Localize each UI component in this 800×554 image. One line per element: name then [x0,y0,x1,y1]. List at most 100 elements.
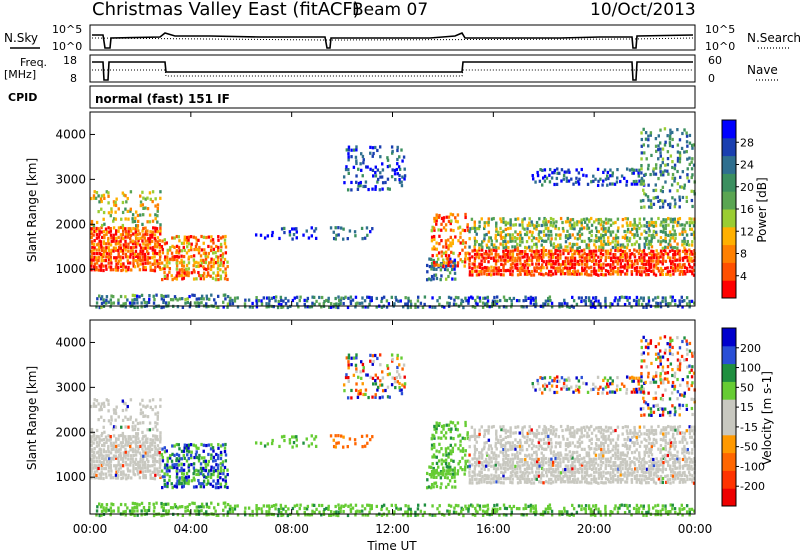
power-cell [222,264,225,268]
power-cell [602,273,605,277]
velocity-cell [587,481,590,485]
power-cell [582,268,586,272]
power-cell [541,183,544,187]
power-cell [156,245,159,249]
velocity-cell [112,427,115,431]
velocity-cell [255,504,258,508]
power-cell [692,233,696,237]
power-cell [467,296,471,300]
power-cell [647,134,650,138]
velocity-cell [444,450,448,454]
velocity-cell [481,463,484,467]
velocity-cell [202,449,205,453]
power-cell [640,270,643,274]
power-cell [671,248,674,252]
velocity-cell [432,466,435,471]
velocity-cell [559,461,562,465]
power-cell [614,220,617,225]
power-cell [671,196,674,200]
power-cell [652,220,656,225]
velocity-cell [470,503,473,507]
velocity-cell [605,460,608,464]
power-cell [681,170,685,174]
power-cell [597,217,601,222]
velocity-cell [635,507,638,511]
power-cell [675,258,679,262]
velocity-cell [530,457,534,461]
power-cell [609,248,613,252]
power-cell [542,229,546,234]
power-cell [668,189,672,193]
power-cell [202,277,206,281]
power-cell [659,266,663,271]
velocity-cell [117,415,120,419]
velocity-cell [534,470,538,474]
power-cell [527,256,531,260]
velocity-cell [153,453,157,457]
power-cell [99,265,103,269]
power-cell [587,266,591,270]
power-cell [432,277,435,281]
power-cell [616,246,619,250]
velocity-cell [114,473,118,477]
power-cell [223,277,227,281]
power-cell [673,250,676,254]
power-cell [124,227,127,231]
velocity-cell [597,473,601,477]
power-cell [343,181,346,185]
velocity-cell [342,509,345,514]
velocity-cell [278,444,281,449]
power-cell [652,202,656,206]
velocity-cell [495,457,498,461]
power-cell [95,236,99,240]
velocity-cell [98,408,101,412]
power-cell [602,220,606,224]
velocity-cell [154,450,157,454]
velocity-cell [350,363,353,367]
power-cell [552,259,555,264]
velocity-cell [151,427,155,431]
power-cell [595,239,598,243]
velocity-cell [104,435,108,439]
velocity-cell [401,383,404,387]
power-cell [342,237,345,241]
velocity-cell [428,472,432,477]
power-cell [661,299,664,304]
power-cell [437,228,440,232]
velocity-cell [585,470,589,474]
power-cell [566,229,569,233]
power-cell [454,216,457,220]
power-cell [366,305,370,309]
power-cell [160,297,164,301]
power-cell [526,255,529,259]
power-cell [93,268,96,272]
power-cell [655,253,658,257]
power-cell [547,251,551,256]
velocity-cell [102,506,105,510]
power-cell [381,181,385,185]
power-cell [121,229,125,233]
power-cell [151,230,155,234]
power-cell [664,266,667,271]
power-cell [186,270,189,274]
velocity-cell [347,376,350,380]
power-cell [150,239,154,244]
velocity-cell [416,507,420,511]
power-cell [602,246,605,250]
velocity-cell [115,447,118,451]
velocity-cell [137,437,140,441]
power-cell [578,272,582,276]
power-cell [110,301,113,305]
power-cell [337,305,340,310]
velocity-cell [334,445,337,449]
velocity-cell [527,504,530,509]
power-cell [673,256,676,260]
velocity-cell [156,472,160,476]
power-cell [133,219,137,224]
power-cell [630,182,634,186]
power-cell [310,305,314,309]
power-cell [656,295,660,299]
power-cell [509,218,512,222]
velocity-cell [440,482,443,486]
velocity-cell [618,506,621,510]
